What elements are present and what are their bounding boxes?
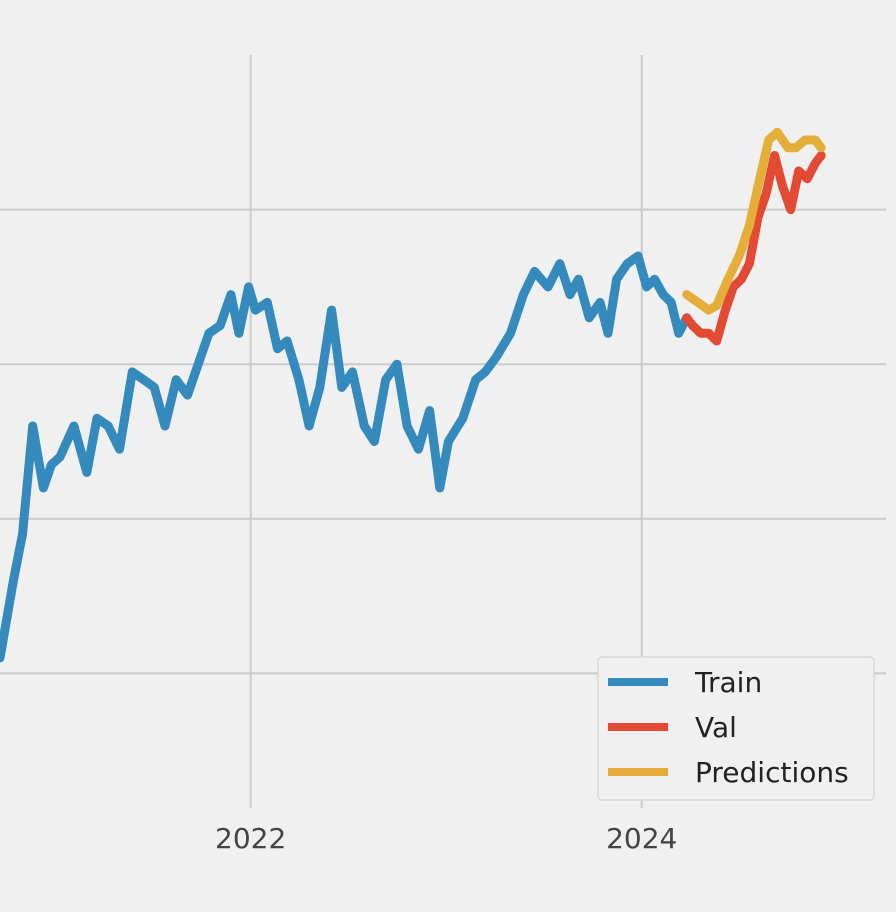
x-tick-labels: 2022 2024 — [215, 822, 677, 855]
series-line-predictions — [682, 127, 826, 315]
legend: Train Val Predictions — [597, 656, 875, 801]
series-line-val — [682, 151, 826, 346]
legend-label-predictions: Predictions — [695, 756, 849, 789]
x-tick-label-2024: 2024 — [606, 822, 677, 855]
legend-label-val: Val — [695, 711, 737, 744]
legend-box — [597, 656, 875, 801]
series-layer — [0, 127, 826, 663]
legend-label-train: Train — [694, 666, 762, 699]
x-tick-label-2022: 2022 — [215, 822, 286, 855]
series-line-train — [0, 251, 692, 663]
